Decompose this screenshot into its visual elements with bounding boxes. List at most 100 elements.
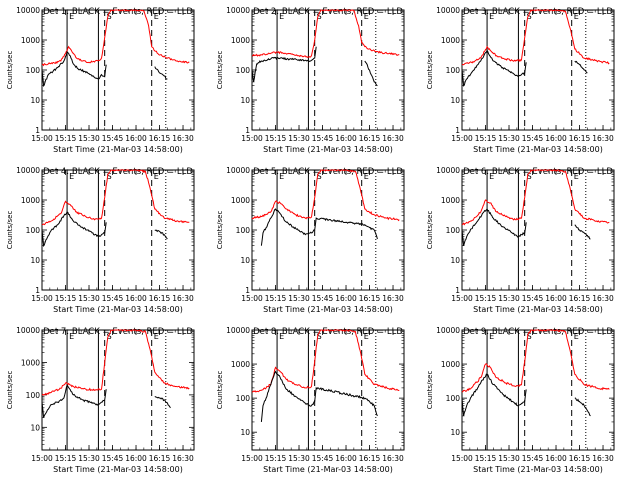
y-tick-label: 10 xyxy=(240,96,250,105)
x-tick-label: 15:45 xyxy=(522,294,544,303)
marker-label: S xyxy=(317,172,322,181)
events-series-line xyxy=(574,224,591,240)
marker-label: E xyxy=(154,332,159,341)
y-axis-label: Counts/sec xyxy=(6,51,14,90)
events-series-line xyxy=(154,66,168,80)
x-tick-label: 16:15 xyxy=(149,454,171,463)
lld-series-line xyxy=(251,329,400,393)
y-tick-label: 10000 xyxy=(16,326,40,335)
panel-det-5: Det 5: BLACK = Events, RED = LLD Counts/s… xyxy=(216,166,405,314)
y-tick-label: 1 xyxy=(455,286,460,295)
x-tick-label: 15:00 xyxy=(31,134,53,143)
marker-label: S xyxy=(107,12,112,21)
x-axis-label: Start Time (21-Mar-03 14:58:00) xyxy=(53,305,183,314)
y-tick-label: 10000 xyxy=(226,166,250,175)
x-tick-label: 15:45 xyxy=(102,294,124,303)
marker-label: E xyxy=(489,12,494,21)
events-series-line xyxy=(461,208,527,246)
y-tick-label: 100 xyxy=(26,66,41,75)
marker-label: E xyxy=(574,332,579,341)
x-axis-label: Start Time (21-Mar-03 14:58:00) xyxy=(473,465,603,474)
x-tick-label: 16:15 xyxy=(569,294,591,303)
events-series-line xyxy=(461,49,527,87)
x-tick-label: 16:15 xyxy=(359,134,381,143)
y-tick-label: 10000 xyxy=(436,6,460,15)
panel-title: Det 3: BLACK = Events, RED = LLD xyxy=(463,7,613,17)
plot-frame xyxy=(41,329,195,451)
x-tick-label: 15:00 xyxy=(31,454,53,463)
y-tick-label: 10 xyxy=(30,423,40,432)
y-tick-label: 1 xyxy=(245,286,250,295)
x-tick-label: 15:15 xyxy=(475,294,497,303)
x-tick-label: 15:15 xyxy=(55,454,77,463)
plot-frame xyxy=(41,9,195,131)
y-tick-label: 100 xyxy=(446,394,461,403)
y-tick-label: 10000 xyxy=(436,326,460,335)
panel-title: Det 9: BLACK = Events, RED = LLD xyxy=(463,327,613,337)
y-tick-label: 1 xyxy=(245,126,250,135)
events-series-line xyxy=(364,60,378,87)
x-tick-label: 16:00 xyxy=(335,294,357,303)
y-axis-label: Counts/sec xyxy=(426,211,434,250)
marker-label: E xyxy=(154,172,159,181)
events-series-line xyxy=(251,46,317,83)
x-axis-label: Start Time (21-Mar-03 14:58:00) xyxy=(263,145,393,154)
panel-det-9: Det 9: BLACK = Events, RED = LLD Counts/s… xyxy=(426,326,615,474)
x-tick-label: 16:00 xyxy=(125,454,147,463)
x-tick-label: 15:00 xyxy=(451,134,473,143)
marker-label: E xyxy=(279,172,284,181)
x-tick-label: 16:15 xyxy=(149,294,171,303)
marker-label: E xyxy=(574,12,579,21)
y-tick-label: 100 xyxy=(446,66,461,75)
y-tick-label: 1 xyxy=(35,126,40,135)
x-tick-label: 15:45 xyxy=(522,134,544,143)
marker-label: E xyxy=(364,332,369,341)
x-tick-label: 15:45 xyxy=(522,454,544,463)
y-tick-label: 10 xyxy=(450,428,460,437)
panel-title: Det 8: BLACK = Events, RED = LLD xyxy=(253,327,403,337)
y-tick-label: 1000 xyxy=(441,36,460,45)
plot-frame xyxy=(461,329,615,451)
marker-label: E xyxy=(489,172,494,181)
y-tick-label: 100 xyxy=(26,391,41,400)
y-tick-label: 100 xyxy=(26,226,41,235)
x-tick-label: 15:15 xyxy=(265,134,287,143)
y-tick-label: 1000 xyxy=(231,36,250,45)
x-tick-label: 16:00 xyxy=(125,294,147,303)
events-series-line xyxy=(41,211,107,248)
marker-label: E xyxy=(279,12,284,21)
x-tick-label: 16:30 xyxy=(382,294,404,303)
x-tick-label: 16:15 xyxy=(359,294,381,303)
panel-det-1: Det 1: BLACK = Events, RED = LLD Counts/s… xyxy=(6,6,195,154)
x-tick-label: 15:30 xyxy=(288,454,310,463)
y-axis-label: Counts/sec xyxy=(216,211,224,250)
y-tick-label: 1000 xyxy=(231,196,250,205)
panel-det-2: Det 2: BLACK = Events, RED = LLD Counts/s… xyxy=(216,6,405,154)
x-tick-label: 15:30 xyxy=(78,134,100,143)
marker-label: E xyxy=(279,332,284,341)
marker-label: S xyxy=(527,172,532,181)
x-tick-label: 16:00 xyxy=(545,134,567,143)
events-series-line xyxy=(574,60,588,74)
lld-series-line xyxy=(461,329,610,393)
y-tick-label: 10 xyxy=(30,96,40,105)
x-tick-label: 16:30 xyxy=(592,454,614,463)
x-tick-label: 15:30 xyxy=(288,134,310,143)
events-series-line xyxy=(574,397,591,417)
y-tick-label: 100 xyxy=(446,226,461,235)
marker-label: E xyxy=(364,172,369,181)
x-tick-label: 16:00 xyxy=(125,134,147,143)
y-tick-label: 100 xyxy=(236,226,251,235)
events-series-line xyxy=(260,208,378,246)
y-axis-label: Counts/sec xyxy=(216,371,224,410)
marker-label: E xyxy=(69,12,74,21)
events-series-line xyxy=(41,50,107,88)
events-series-line xyxy=(260,370,378,422)
x-tick-label: 15:45 xyxy=(102,454,124,463)
x-tick-label: 15:30 xyxy=(288,294,310,303)
panel-det-3: Det 3: BLACK = Events, RED = LLD Counts/s… xyxy=(426,6,615,154)
x-axis-label: Start Time (21-Mar-03 14:58:00) xyxy=(263,305,393,314)
y-tick-label: 1000 xyxy=(21,196,40,205)
x-tick-label: 16:15 xyxy=(149,134,171,143)
